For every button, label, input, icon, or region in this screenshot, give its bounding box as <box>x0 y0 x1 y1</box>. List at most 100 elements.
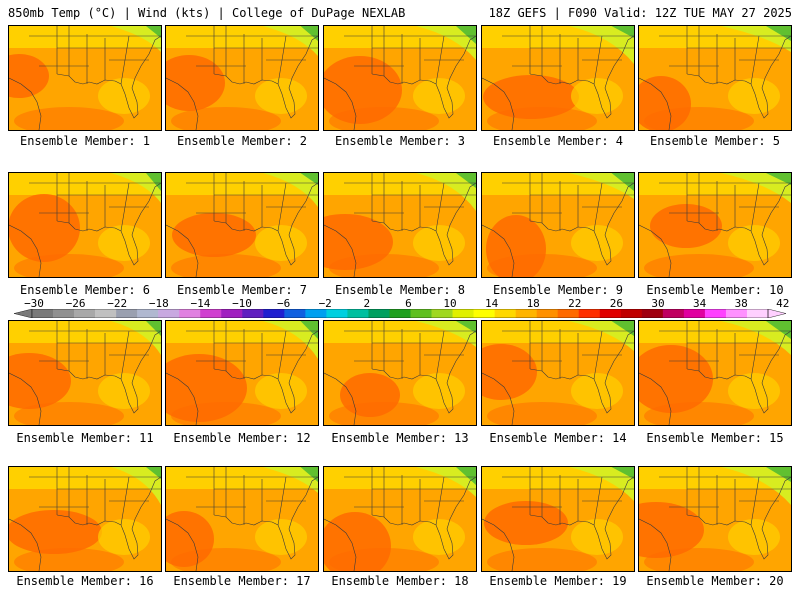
colorbar-segment <box>32 309 54 318</box>
ensemble-member-label: Ensemble Member: 17 <box>173 574 311 588</box>
colorbar-segment <box>557 309 580 318</box>
colorbar-segment <box>662 309 685 318</box>
ensemble-map-19 <box>481 466 635 572</box>
ensemble-map-6 <box>8 172 162 278</box>
ensemble-member-label: Ensemble Member: 20 <box>646 574 784 588</box>
colorbar-segment <box>620 309 643 318</box>
colorbar-tick-label: 14 <box>484 297 499 310</box>
colorbar-segment <box>389 309 411 318</box>
colorbar-arrow-right <box>767 309 786 318</box>
ensemble-member-label: Ensemble Member: 1 <box>19 134 151 148</box>
colorbar-segment <box>284 309 306 318</box>
ensemble-map-9 <box>481 172 635 278</box>
ensemble-member-label: Ensemble Member: 7 <box>176 283 308 297</box>
ensemble-map-10 <box>638 172 792 278</box>
colorbar-segment <box>578 309 601 318</box>
colorbar-segment <box>263 309 285 318</box>
colorbar-tick-label: −22 <box>107 297 128 310</box>
colorbar-segment <box>305 309 327 318</box>
ensemble-member-label: Ensemble Member: 5 <box>649 134 781 148</box>
colorbar-segment <box>494 309 516 318</box>
ensemble-map-12 <box>165 320 319 426</box>
colorbar-segment <box>431 309 453 318</box>
colorbar-tick-label: 30 <box>651 297 665 310</box>
colorbar-tick-label: 42 <box>776 297 790 310</box>
colorbar-tick-label: 38 <box>734 297 748 310</box>
colorbar-segment <box>704 309 727 318</box>
colorbar-segment <box>452 309 474 318</box>
colorbar-segment <box>515 309 537 318</box>
ensemble-member-label: Ensemble Member: 2 <box>176 134 308 148</box>
colorbar-segment <box>326 309 348 318</box>
chart-title: 850mb Temp (°C) | Wind (kts) | College o… <box>8 6 406 20</box>
colorbar-tick-label: −10 <box>232 297 252 310</box>
colorbar-segment <box>725 309 748 318</box>
ensemble-map-8 <box>323 172 477 278</box>
ensemble-member-label: Ensemble Member: 19 <box>489 574 627 588</box>
ensemble-map-1 <box>8 25 162 131</box>
colorbar-segment <box>683 309 706 318</box>
colorbar-tick-label: −18 <box>148 297 169 310</box>
colorbar-tick-label: 34 <box>692 297 707 310</box>
valid-time: 18Z GEFS | F090 Valid: 12Z TUE MAY 27 20… <box>488 6 792 20</box>
ensemble-map-16 <box>8 466 162 572</box>
ensemble-member-label: Ensemble Member: 16 <box>16 574 154 588</box>
ensemble-member-label: Ensemble Member: 11 <box>16 431 154 445</box>
colorbar-segment <box>116 309 138 318</box>
ensemble-map-13 <box>323 320 477 426</box>
colorbar-segment <box>641 309 664 318</box>
ensemble-map-2 <box>165 25 319 131</box>
colorbar-segment <box>95 309 117 318</box>
ensemble-member-label: Ensemble Member: 10 <box>646 283 784 297</box>
colorbar-tick-label: 22 <box>568 297 582 310</box>
ensemble-map-18 <box>323 466 477 572</box>
colorbar-segment <box>200 309 222 318</box>
ensemble-member-label: Ensemble Member: 12 <box>173 431 311 445</box>
colorbar-tick-label: 6 <box>405 297 412 310</box>
colorbar-segment <box>158 309 180 318</box>
ensemble-member-label: Ensemble Member: 9 <box>492 283 624 297</box>
ensemble-member-label: Ensemble Member: 14 <box>489 431 627 445</box>
ensemble-member-label: Ensemble Member: 15 <box>646 431 784 445</box>
colorbar-tick-label: −2 <box>318 297 332 310</box>
ensemble-member-label: Ensemble Member: 18 <box>331 574 469 588</box>
ensemble-member-label: Ensemble Member: 13 <box>331 431 469 445</box>
colorbar-segment <box>242 309 264 318</box>
colorbar-segment <box>368 309 390 318</box>
colorbar-tick-label: −26 <box>65 297 86 310</box>
colorbar-tick-label: 26 <box>609 297 624 310</box>
ensemble-map-3 <box>323 25 477 131</box>
colorbar-segment <box>137 309 159 318</box>
colorbar-segment <box>473 309 495 318</box>
ensemble-map-5 <box>638 25 792 131</box>
colorbar-segment <box>599 309 622 318</box>
colorbar-tick-label: −30 <box>24 297 44 310</box>
colorbar-tick-label: 2 <box>363 297 371 310</box>
ensemble-map-17 <box>165 466 319 572</box>
ensemble-map-11 <box>8 320 162 426</box>
colorbar-tick-label: −6 <box>276 297 291 310</box>
colorbar-segment <box>179 309 201 318</box>
colorbar-segment <box>74 309 96 318</box>
ensemble-member-label: Ensemble Member: 6 <box>19 283 151 297</box>
colorbar-segment <box>536 309 559 318</box>
colorbar-segment <box>347 309 369 318</box>
colorbar-labels: −30 −26 −22 −18 −14 −10 −6 −2 2 6 10 14 18 22 26 30 34 38… <box>0 297 800 310</box>
ensemble-map-7 <box>165 172 319 278</box>
colorbar-arrow-left <box>14 309 33 318</box>
colorbar-tick-label: −14 <box>190 297 211 310</box>
ensemble-member-label: Ensemble Member: 3 <box>334 134 466 148</box>
ensemble-map-14 <box>481 320 635 426</box>
colorbar-segment <box>410 309 432 318</box>
ensemble-map-15 <box>638 320 792 426</box>
ensemble-member-label: Ensemble Member: 8 <box>334 283 466 297</box>
colorbar-segment <box>221 309 243 318</box>
ensemble-map-4 <box>481 25 635 131</box>
ensemble-map-20 <box>638 466 792 572</box>
ensemble-member-label: Ensemble Member: 4 <box>492 134 624 148</box>
colorbar-segment <box>53 309 75 318</box>
colorbar-tick-label: 10 <box>443 297 457 310</box>
colorbar-tick-label: 18 <box>526 297 540 310</box>
colorbar-segment <box>746 309 769 318</box>
colorbar <box>14 309 786 318</box>
